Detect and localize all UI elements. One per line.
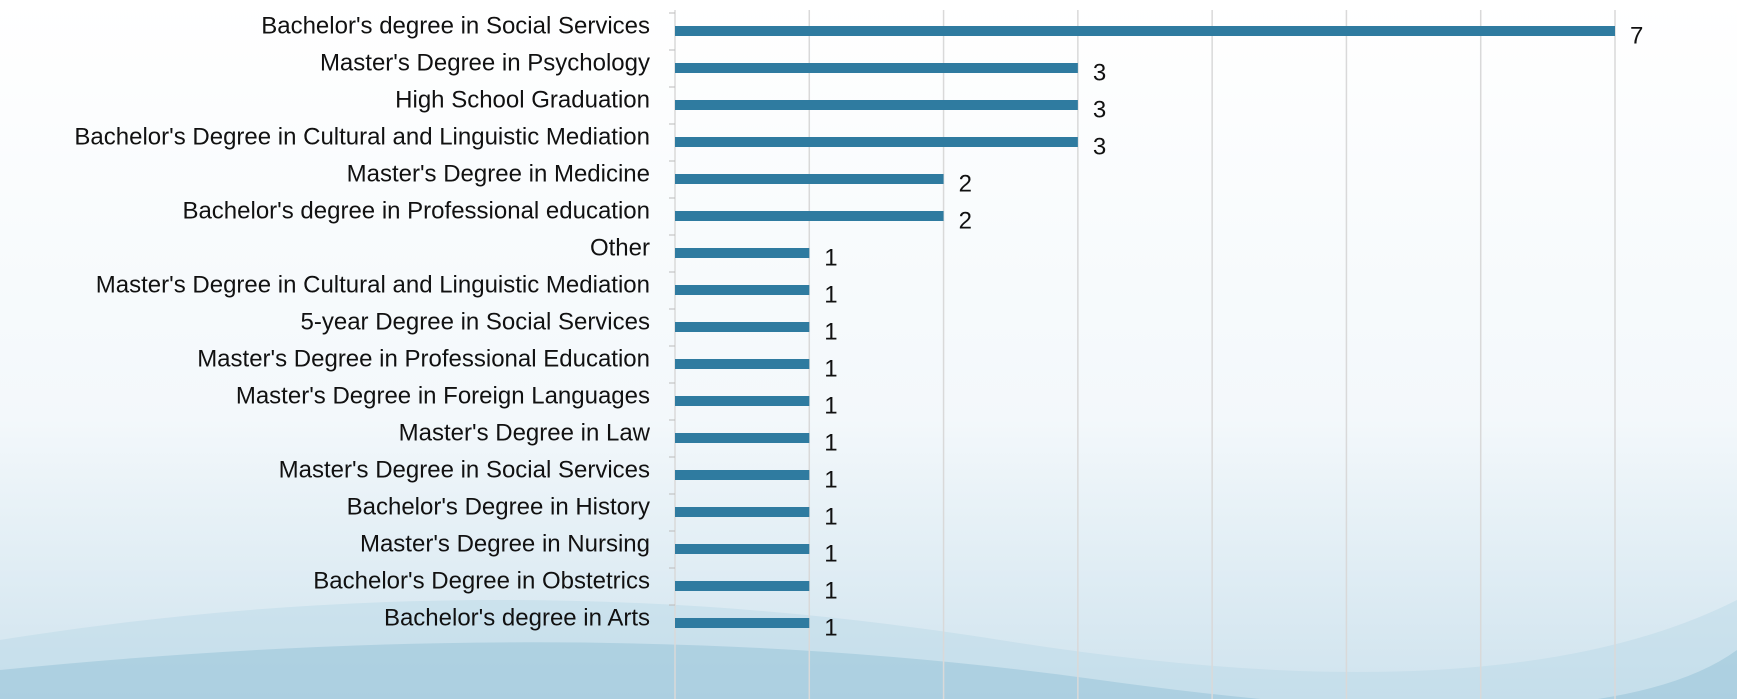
y-tick-label: Master's Degree in Law	[399, 419, 651, 446]
bar	[675, 63, 1078, 73]
y-tick-label: Master's Degree in Cultural and Linguist…	[96, 271, 650, 298]
y-tick-label: Master's Degree in Professional Educatio…	[197, 345, 650, 372]
bar	[675, 285, 810, 295]
value-label: 1	[824, 355, 837, 382]
y-tick-label: Master's Degree in Psychology	[320, 49, 650, 76]
value-label: 1	[824, 540, 837, 567]
value-label: 2	[959, 170, 972, 197]
value-label: 1	[824, 466, 837, 493]
bar	[675, 211, 944, 221]
bar	[675, 100, 1078, 110]
bar	[675, 470, 810, 480]
value-label: 3	[1093, 133, 1106, 160]
bar	[675, 174, 944, 184]
wave	[0, 642, 1737, 699]
y-tick-label: Bachelor's Degree in Obstetrics	[313, 567, 650, 594]
y-tick-label: Master's Degree in Medicine	[347, 160, 650, 187]
bar	[675, 26, 1615, 36]
bar	[675, 581, 810, 591]
wave	[0, 600, 1737, 699]
y-tick-label: Master's Degree in Nursing	[360, 530, 650, 557]
y-tick-label: 5-year Degree in Social Services	[301, 308, 651, 335]
value-label: 1	[824, 281, 837, 308]
value-label: 1	[824, 244, 837, 271]
y-tick-label: Bachelor's Degree in History	[347, 493, 650, 520]
y-tick-label: Bachelor's degree in Social Services	[261, 12, 650, 39]
bar	[675, 137, 1078, 147]
value-label: 3	[1093, 59, 1106, 86]
bar	[675, 248, 810, 258]
value-label: 7	[1630, 22, 1643, 49]
y-tick-label: Bachelor's degree in Arts	[384, 604, 650, 631]
bar	[675, 433, 810, 443]
bar	[675, 396, 810, 406]
y-tick-label: Bachelor's degree in Professional educat…	[182, 197, 650, 224]
value-label: 1	[824, 503, 837, 530]
y-tick-label: Other	[590, 234, 650, 261]
y-tick-label: Master's Degree in Social Services	[279, 456, 650, 483]
value-label: 1	[824, 577, 837, 604]
value-label: 1	[824, 392, 837, 419]
value-label: 1	[824, 429, 837, 456]
value-label: 2	[959, 207, 972, 234]
bar	[675, 618, 810, 628]
value-label: 1	[824, 614, 837, 641]
bar	[675, 322, 810, 332]
y-tick-label: Master's Degree in Foreign Languages	[236, 382, 650, 409]
y-tick-label: Bachelor's Degree in Cultural and Lingui…	[74, 123, 650, 150]
bar	[675, 507, 810, 517]
value-label: 3	[1093, 96, 1106, 123]
value-label: 1	[824, 318, 837, 345]
y-tick-label: High School Graduation	[395, 86, 650, 113]
bar	[675, 544, 810, 554]
bar	[675, 359, 810, 369]
